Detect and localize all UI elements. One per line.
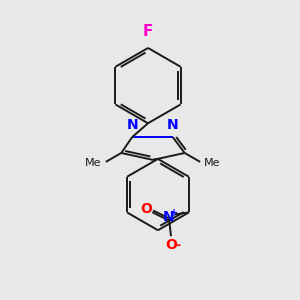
Text: Me: Me	[204, 158, 220, 168]
Text: F: F	[143, 24, 153, 39]
Text: N: N	[167, 118, 178, 132]
Text: N: N	[163, 210, 175, 224]
Text: N: N	[126, 118, 138, 132]
Text: Me: Me	[85, 158, 102, 168]
Text: O: O	[165, 238, 177, 252]
Text: O: O	[140, 202, 152, 216]
Text: +: +	[170, 208, 178, 218]
Text: -: -	[176, 238, 181, 252]
